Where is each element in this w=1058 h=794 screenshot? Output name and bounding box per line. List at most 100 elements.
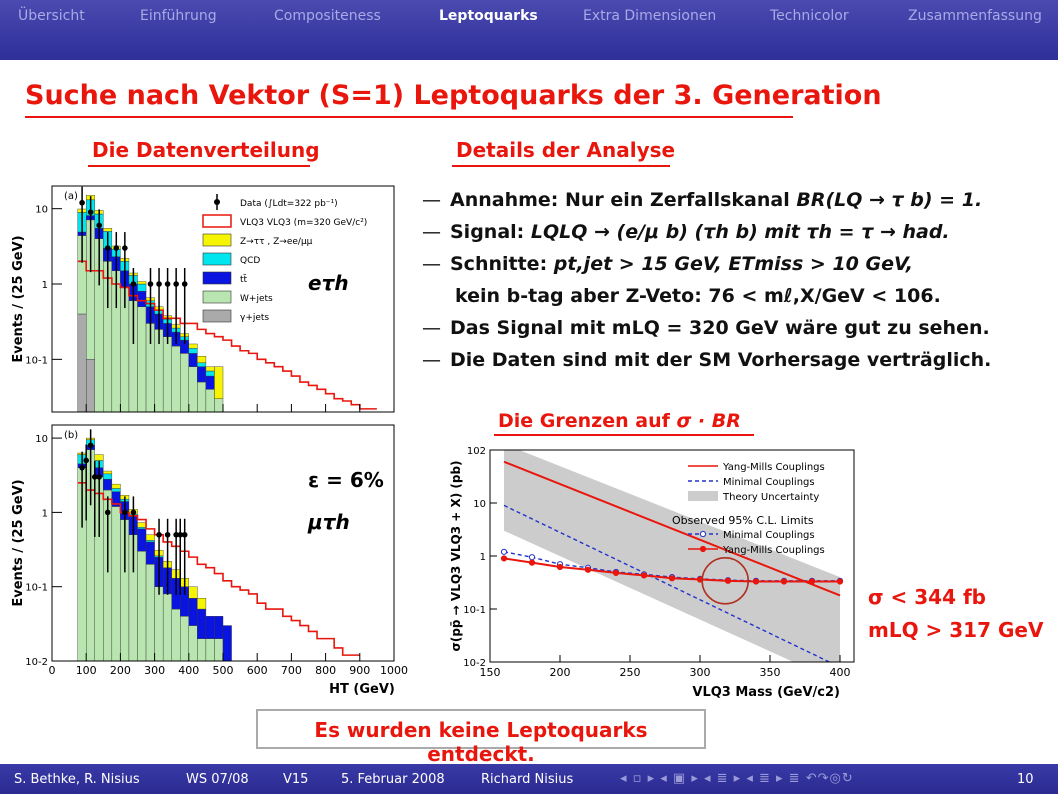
data-point-a-4 (113, 245, 120, 251)
limit-legend-label-1: Minimal Couplings (723, 477, 815, 488)
limit-legend: Yang-Mills Couplings Minimal Couplings The… (672, 462, 825, 556)
footer-speaker: Richard Nisius (481, 772, 574, 787)
data-point-b-0 (79, 464, 85, 471)
limit-ylabel: σ(pp̄ → VLQ3 VLQ3 + X) (pb) (449, 460, 463, 651)
stack-bin-b-0-7 (137, 551, 147, 662)
conclusion-text: Es wurden keine Leptoquarks entdeckt. (314, 718, 648, 766)
theory-band (504, 450, 840, 662)
legend-swatch-5 (202, 290, 232, 304)
limit-legend-label-0: Yang-Mills Couplings (722, 462, 825, 473)
limit-legend-label-2: Theory Uncertainty (722, 492, 819, 503)
right-heading-underline (452, 165, 670, 167)
stack-bin-b-0-11 (171, 608, 181, 662)
bullet-sm-agreement: — Die Daten sind mit der SM Vorhersage ve… (422, 349, 992, 371)
stack-bin-b-2-3 (103, 473, 113, 480)
series-line-1 (503, 504, 831, 662)
ylabel-b: Events / (25 GeV) (11, 479, 26, 606)
crossing-circle (701, 557, 750, 605)
left-heading: Die Datenverteilung (92, 138, 320, 162)
legend-marker-dot (214, 199, 220, 205)
stack-bin-a-1-12 (180, 353, 190, 413)
limits-heading-underline (494, 434, 754, 436)
stack-bin-a-1-13 (188, 366, 198, 413)
data-point-b-1 (83, 457, 89, 464)
stack-bin-a-1-10 (162, 336, 172, 413)
data-point-b-12 (181, 531, 188, 538)
limit-legend-swatch-2 (688, 491, 718, 501)
slide-title: Suche nach Vektor (S=1) Leptoquarks der … (25, 80, 882, 111)
panel-label-a: (a) (64, 191, 78, 202)
footer-date: 5. Februar 2008 (341, 772, 445, 787)
title-underline (25, 116, 793, 118)
stack-bin-b-0-8 (145, 564, 155, 662)
xtick-label-0: 0 (49, 664, 56, 677)
legend-label-3: QCD (240, 256, 260, 266)
limit-ytick-label-1: 10-1 (463, 605, 486, 616)
tab-compositeness[interactable]: Compositeness (274, 8, 381, 24)
tab-zusammenfassung[interactable]: Zusammenfassung (908, 8, 1042, 24)
xtick-label-8: 800 (315, 664, 336, 677)
xtick-label-2: 200 (110, 664, 131, 677)
stack-bin-b-3-13 (188, 586, 198, 599)
limit-legend-label-5: Yang-Mills Couplings (722, 545, 825, 556)
legend-label-6: γ+jets (240, 313, 269, 323)
stack-bin-b-2-8 (145, 540, 155, 543)
histogram-legend: Data (∫Ldt=322 pb⁻¹) VLQ3 VLQ3 (m=320 GeV… (202, 194, 367, 323)
limit-ytick-label-4: 102 (467, 446, 486, 457)
ytick-label-a-2: 10-1 (25, 355, 48, 366)
tab-uebersicht[interactable]: Übersicht (18, 8, 85, 24)
tab-leptoquarks[interactable]: Leptoquarks (439, 8, 538, 24)
data-point-b-3 (91, 474, 98, 480)
series-line-0 (503, 460, 841, 597)
signal-line-a (77, 260, 377, 410)
series-marker-4-12 (836, 578, 844, 585)
limit-xtick-label-0: 150 (480, 666, 501, 679)
legend-swatch-4 (202, 271, 232, 285)
series-marker-4-5 (640, 572, 648, 579)
stack-bin-b-1-14 (197, 608, 207, 639)
series-marker-4-11 (808, 578, 816, 585)
limit-xtick-label-3: 300 (690, 666, 711, 679)
stack-bin-a-4-7 (137, 281, 147, 285)
legend-label-4: tt̄ (240, 273, 248, 285)
bullet-signal: — Signal: LQLQ → (e/μ b) (τh b) mit τh = … (422, 221, 950, 243)
limit-legend-title: Observed 95% C.L. Limits (672, 514, 814, 527)
limit-ytick-label-0: 10-2 (463, 658, 486, 669)
stack-bin-b-3-14 (197, 598, 207, 610)
tab-einfuehrung[interactable]: Einführung (140, 8, 217, 24)
data-point-b-9 (164, 531, 171, 538)
footer-semester: WS 07/08 (186, 772, 249, 787)
stack-bin-a-2-7 (137, 291, 147, 307)
data-point-b-6 (122, 509, 128, 516)
tab-extra-dimensionen[interactable]: Extra Dimensionen (583, 8, 717, 24)
tab-technicolor[interactable]: Technicolor (770, 8, 849, 24)
xtick-label-1: 100 (76, 664, 97, 677)
stack-bin-b-1-15 (205, 616, 215, 639)
channel-label-b: μτh (307, 510, 350, 534)
series-marker-3-1 (528, 554, 536, 561)
ytick-label-a-1: 1 (42, 280, 48, 291)
stack-bin-a-4-14 (197, 356, 207, 363)
stack-bin-b-0-14 (197, 638, 207, 662)
data-point-a-9 (164, 281, 171, 287)
ytick-label-b-0: 10 (35, 434, 48, 445)
left-heading-underline (88, 165, 310, 167)
xtick-label-5: 500 (213, 664, 234, 677)
bullet-assumption: — Annahme: Nur ein Zerfallskanal BR(LQ → … (422, 189, 983, 211)
limits-heading: Die Grenzen auf σ · BR (498, 410, 741, 432)
series-marker-4-0 (500, 555, 508, 562)
stack-bin-a-3-14 (197, 362, 207, 367)
data-point-b-2 (87, 442, 94, 449)
bullet-cuts: — Schnitte: pt,jet > 15 GeV, ETmiss > 10 … (422, 253, 913, 275)
legend-label-0: Data (∫Ldt=322 pb⁻¹) (240, 199, 338, 209)
stack-bin-b-1-13 (188, 598, 198, 626)
legend-swatch-2 (202, 233, 232, 247)
stack-bin-a-2-13 (188, 353, 198, 367)
stack-bin-b-3-7 (137, 522, 147, 528)
beamer-navigation-icons[interactable]: ◂ ▫ ▸ ◂ ▣ ▸ ◂ ≣ ▸ ◂ ≣ ▸ ≣ ↶↷◎↻ (620, 771, 854, 786)
limit-xtick-label-2: 250 (620, 666, 641, 679)
stack-bin-b-3-3 (103, 470, 113, 475)
right-heading: Details der Analyse (456, 138, 676, 162)
legend-label-2: Z→ττ , Z→ee/μμ (240, 237, 313, 247)
